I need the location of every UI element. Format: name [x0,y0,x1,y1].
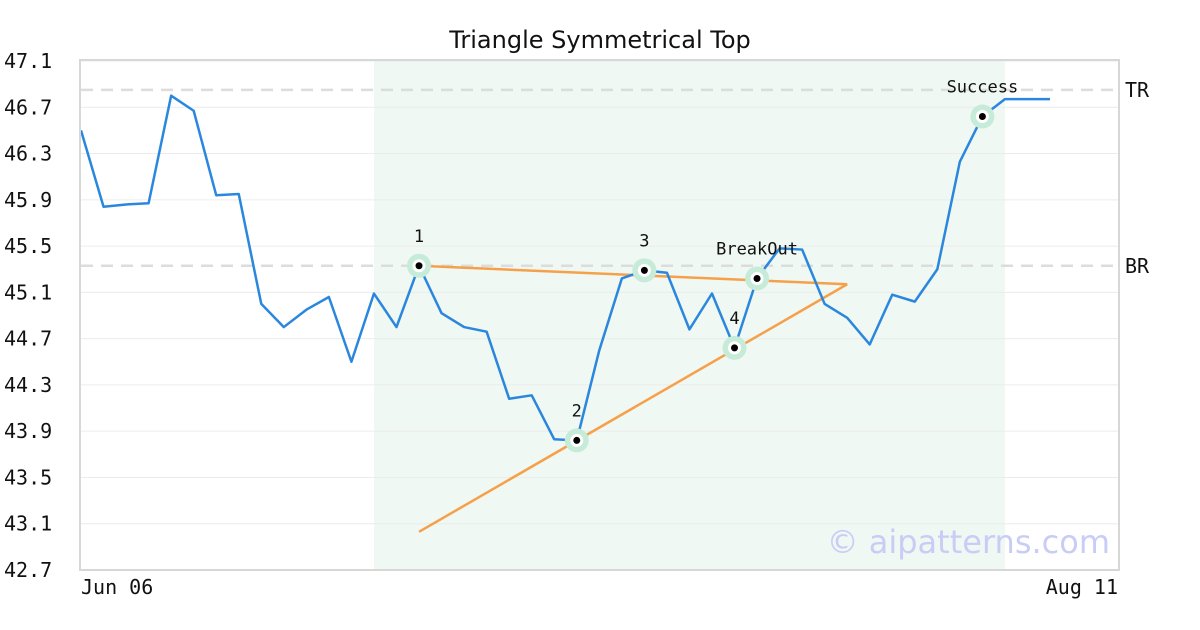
chart-title: Triangle Symmetrical Top [448,26,751,54]
annotation-label-success: Success [947,78,1019,98]
y-tick-label: 45.5 [4,234,52,258]
y-tick-label: 43.9 [4,419,52,443]
annotation-label-breakout: BreakOut [716,239,798,259]
marker-dot-1 [415,262,423,270]
y-tick-label: 43.1 [4,512,52,536]
y-tick-label: 46.3 [4,142,52,166]
y-axis-ticks: 47.1 46.7 46.3 45.9 45.5 45.1 44.7 44.3 43.9 43.5… [4,49,52,582]
marker-dot-4 [731,344,739,352]
y-tick-label: 46.7 [4,95,52,119]
level-label-br: BR [1125,254,1150,278]
y-tick-label: 44.7 [4,327,52,351]
watermark: © aipatterns.com [827,523,1110,561]
marker-dot-breakout [753,274,761,282]
marker-dot-3 [640,266,648,274]
x-tick-start: Jun 06 [81,575,153,599]
y-tick-label: 44.3 [4,373,52,397]
pattern-window-shade [373,61,1005,570]
y-tick-label: 45.9 [4,188,52,212]
annotations: 1 2 3 4 BreakOut Success [407,78,1018,453]
plot-frame [79,59,1120,571]
x-tick-end: Aug 11 [1046,575,1118,599]
trendline [418,283,848,533]
marker-dot-success [978,113,986,121]
annotation-label-3: 3 [639,231,649,251]
level-label-tr: TR [1125,78,1150,102]
level-lines: TR BR [81,78,1150,278]
y-tick-label: 43.5 [4,465,52,489]
marker-dot-2 [573,436,581,444]
annotation-label-1: 1 [414,227,424,247]
y-tick-label: 47.1 [4,49,52,73]
annotation-label-2: 2 [572,401,582,421]
y-tick-label: 42.7 [4,558,52,582]
annotation-label-4: 4 [729,309,739,329]
y-tick-label: 45.1 [4,280,52,304]
